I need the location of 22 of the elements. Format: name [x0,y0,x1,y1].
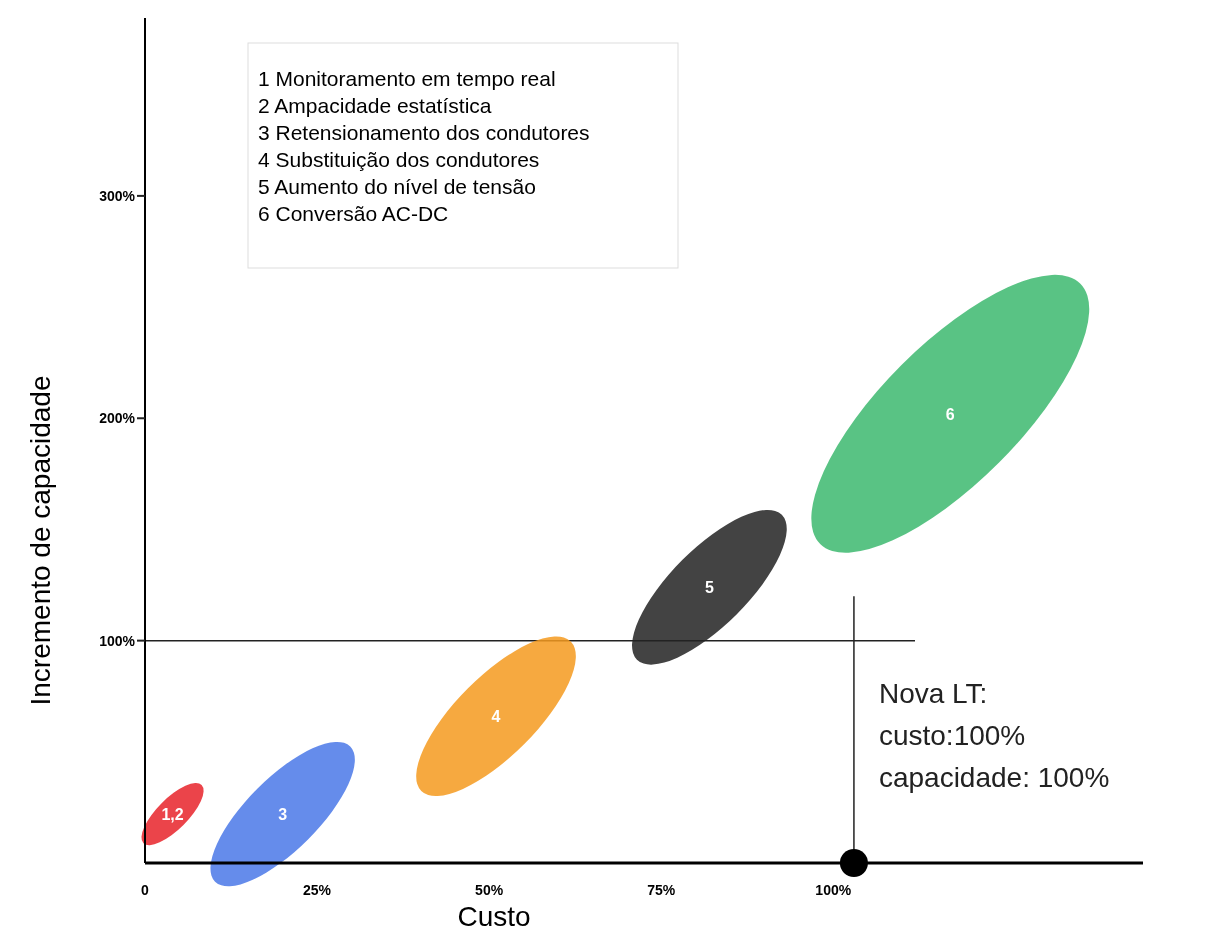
annotation: 3 [278,806,288,824]
annotation: 2 Ampacidade estatística [258,94,492,117]
x-axis-title: Custo [457,901,531,932]
annotation: 4 Substituição dos condutores [258,148,540,171]
annotation: 5 [704,579,714,597]
x-tick-label: 25% [303,882,332,898]
annotation: 5 Aumento do nível de tensão [258,175,536,198]
annotation: 3 Retensionamento dos condutores [258,121,590,144]
annotation: 4 [491,708,501,726]
annotation: 1,2 [161,806,184,824]
x-tick-label: 100% [815,882,852,898]
y-tick-label: 200% [99,410,136,427]
y-axis-title: Incremento de capacidade [25,375,56,706]
annotation: Nova LT: custo:100% capacidade: 100% [878,678,1110,793]
annotation: 6 Conversão AC-DC [258,202,449,225]
annotation: 1 Monitoramento em tempo real [258,67,556,90]
annotation: 6 [945,405,955,423]
x-tick-label: 50% [475,882,504,898]
x-tick-label: 75% [647,882,676,898]
y-tick-label: 300% [99,187,136,204]
x-tick-label: 0 [141,882,150,898]
y-tick-label: 100% [99,632,136,649]
